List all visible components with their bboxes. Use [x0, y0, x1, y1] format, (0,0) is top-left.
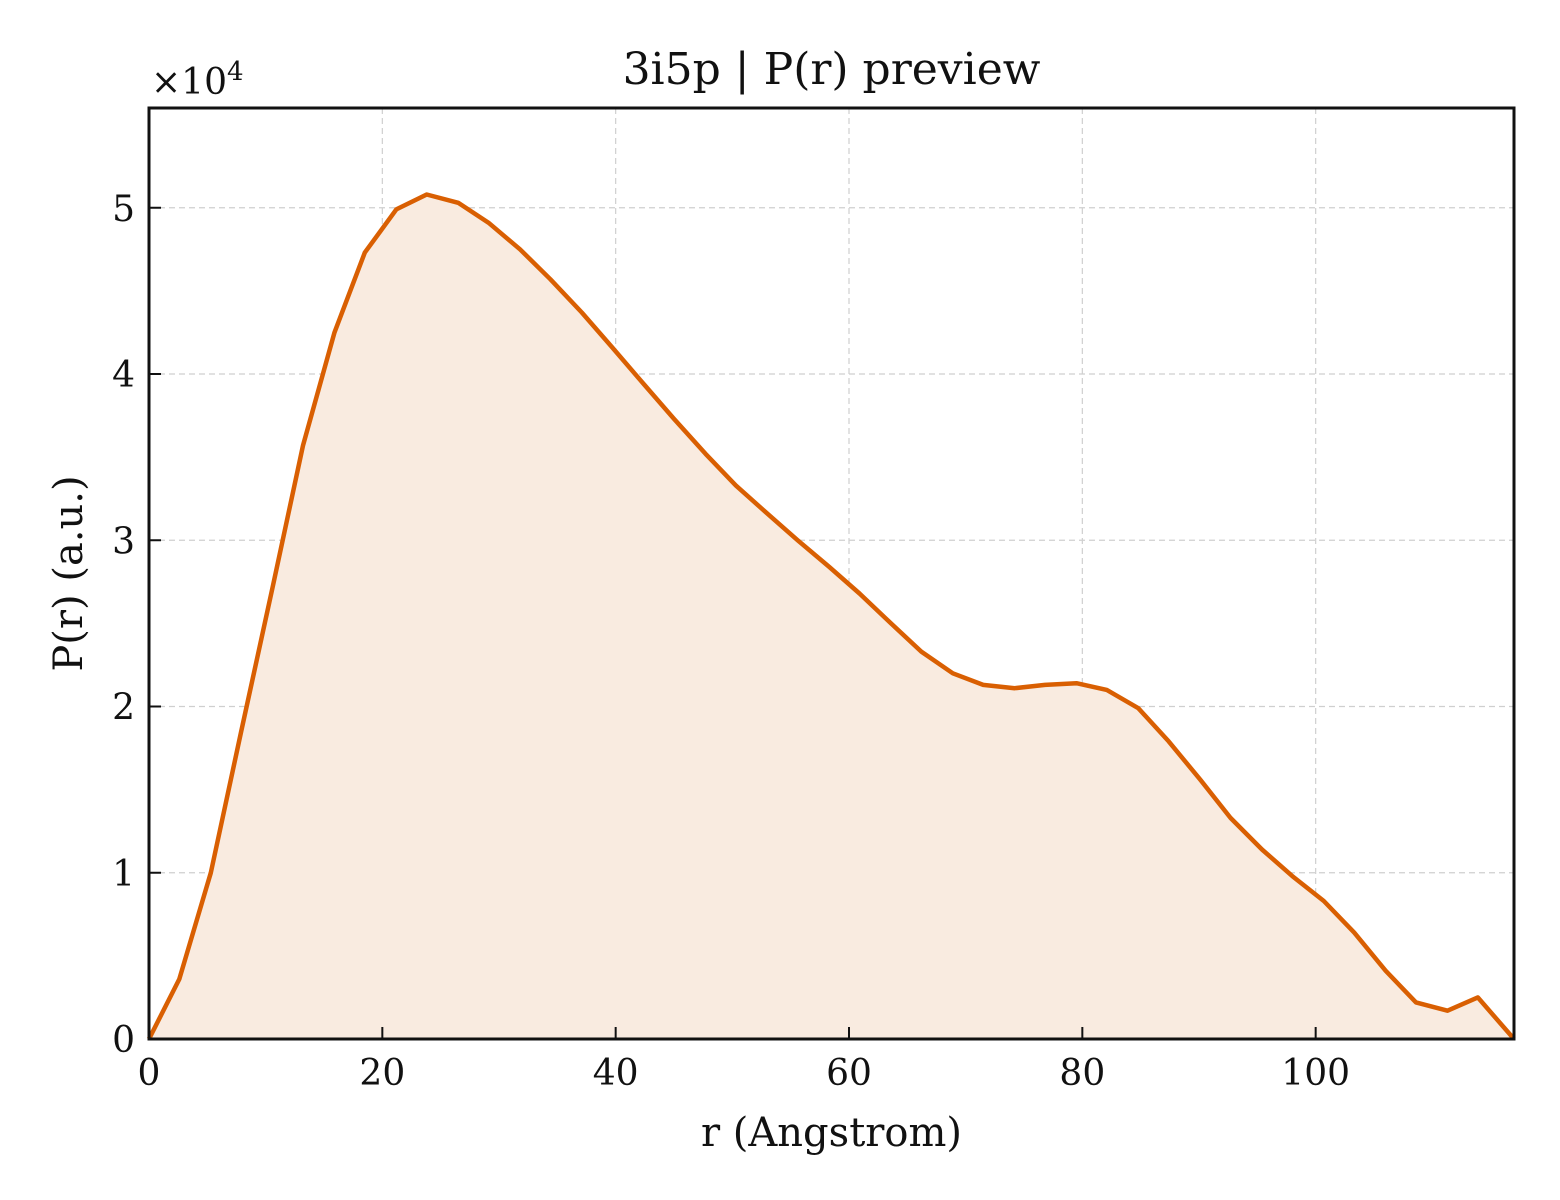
y-axis-multiplier: ×104	[151, 57, 244, 103]
y-tick-label: 1	[112, 854, 135, 895]
y-multiplier-exponent: 4	[227, 57, 244, 87]
x-tick-label: 80	[1059, 1053, 1105, 1094]
x-tick-label: 40	[593, 1053, 639, 1094]
y-tick-label: 5	[112, 189, 135, 230]
y-tick-label: 0	[112, 1020, 135, 1061]
x-tick-label: 60	[826, 1053, 872, 1094]
chart-title: 3i5p | P(r) preview	[623, 44, 1041, 95]
y-tick-label: 3	[112, 521, 135, 562]
tick-layer: 0 20 40 60 80 100 0 1 2 3 4 5	[112, 189, 1350, 1094]
y-tick-label: 4	[112, 355, 135, 396]
y-tick-label: 2	[112, 688, 135, 729]
series-line	[146, 192, 1516, 1041]
x-tick-label: 0	[138, 1053, 161, 1094]
x-tick-label: 100	[1281, 1053, 1350, 1094]
series-area-fill	[149, 194, 1514, 1039]
x-tick-label: 20	[359, 1053, 405, 1094]
y-multiplier-base: ×10	[151, 62, 227, 103]
plot-frame	[147, 106, 1516, 1041]
x-axis-label: r (Angstrom)	[701, 1110, 962, 1156]
y-axis-label: P(r) (a.u.)	[46, 475, 92, 671]
